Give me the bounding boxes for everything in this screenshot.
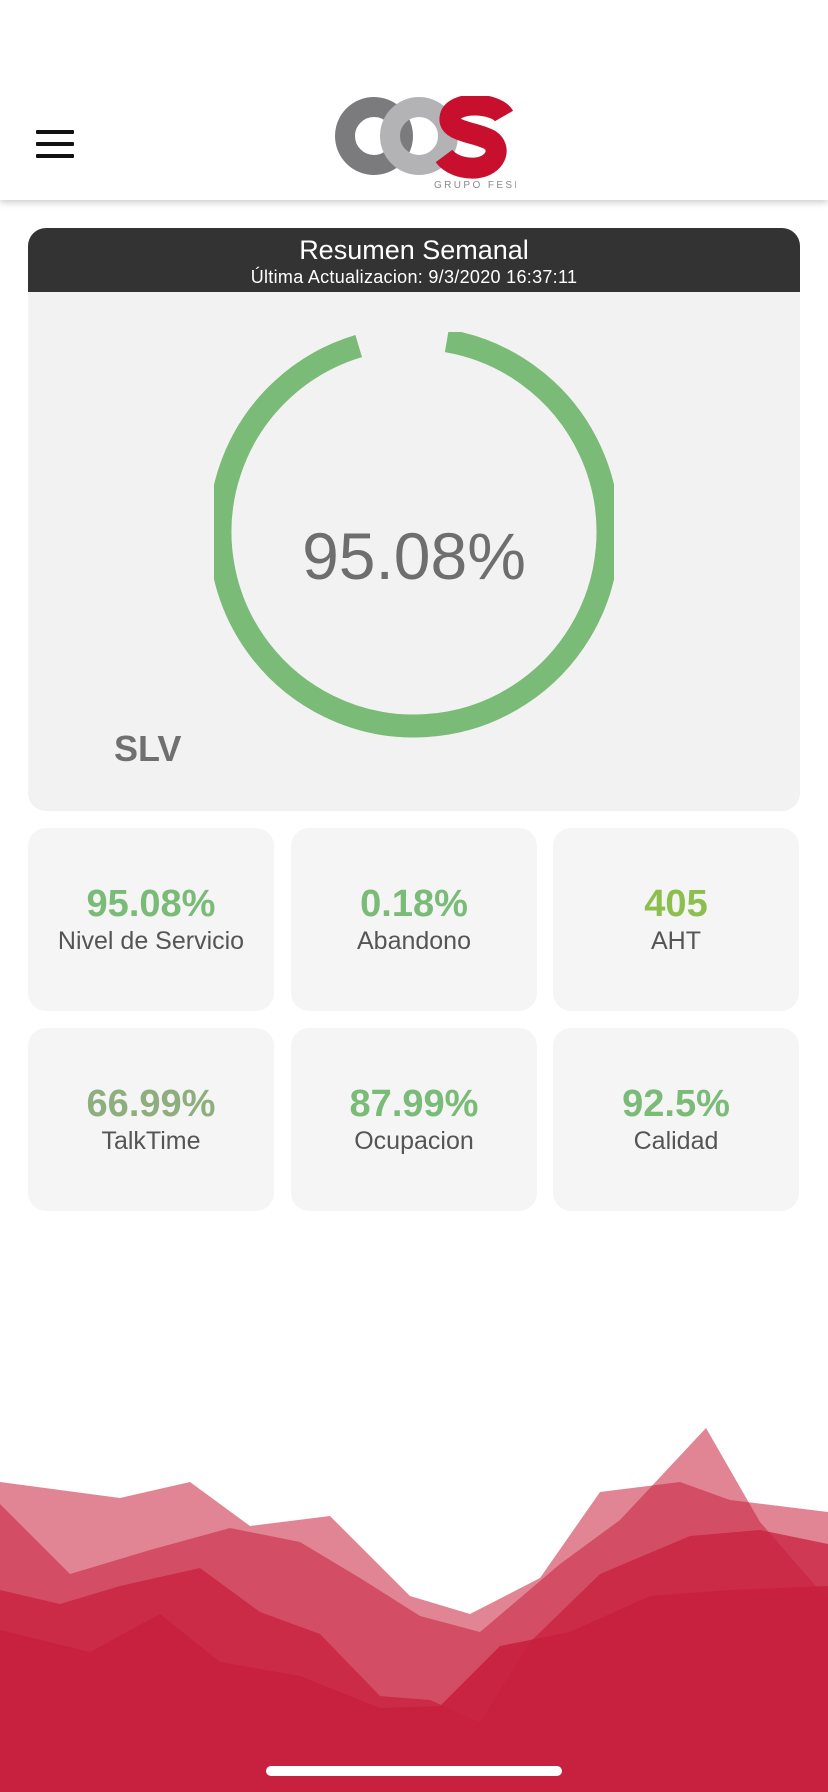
metric-tile-nivel-de-servicio[interactable]: 95.08% Nivel de Servicio — [28, 828, 274, 1011]
metric-tile-abandono[interactable]: 0.18% Abandono — [291, 828, 537, 1011]
metric-label: Abandono — [356, 927, 471, 955]
metric-value: 66.99% — [86, 1083, 216, 1125]
metric-tile-talktime[interactable]: 66.99% TalkTime — [28, 1028, 274, 1211]
metric-tile-calidad[interactable]: 92.5% Calidad — [553, 1028, 799, 1211]
home-indicator[interactable] — [266, 1766, 562, 1776]
metric-tile-ocupacion[interactable]: 87.99% Ocupacion — [291, 1028, 537, 1211]
service-level-gauge: 95.08% — [214, 332, 614, 738]
gauge-arc — [214, 332, 614, 738]
metric-tile-aht[interactable]: 405 AHT — [553, 828, 799, 1011]
metric-label: Nivel de Servicio — [57, 927, 245, 955]
slv-label: SLV — [114, 728, 182, 769]
weekly-summary-card: Resumen Semanal Última Actualizacion: 9/… — [28, 228, 800, 811]
metric-value: 87.99% — [349, 1083, 479, 1125]
metric-value: 92.5% — [622, 1083, 730, 1125]
decorative-waves — [0, 1428, 828, 1792]
metric-label: TalkTime — [101, 1127, 201, 1155]
last-update-text: Última Actualizacion: 9/3/2020 16:37:11 — [250, 267, 578, 287]
app-header: GRUPO FESE — [0, 0, 828, 200]
gauge-value: 95.08% — [302, 519, 526, 593]
summary-title: Resumen Semanal — [299, 235, 529, 265]
oos-logo: GRUPO FESE — [335, 96, 516, 191]
metric-value: 405 — [644, 883, 708, 925]
summary-header: Resumen Semanal Última Actualizacion: 9/… — [28, 228, 800, 292]
metric-label: AHT — [651, 927, 701, 955]
hamburger-menu-icon[interactable] — [36, 130, 76, 158]
metric-label: Ocupacion — [354, 1127, 474, 1155]
metric-value: 95.08% — [86, 883, 216, 925]
logo-subtitle: GRUPO FESE — [434, 180, 516, 191]
metric-value: 0.18% — [360, 883, 468, 925]
metric-label: Calidad — [633, 1127, 719, 1155]
